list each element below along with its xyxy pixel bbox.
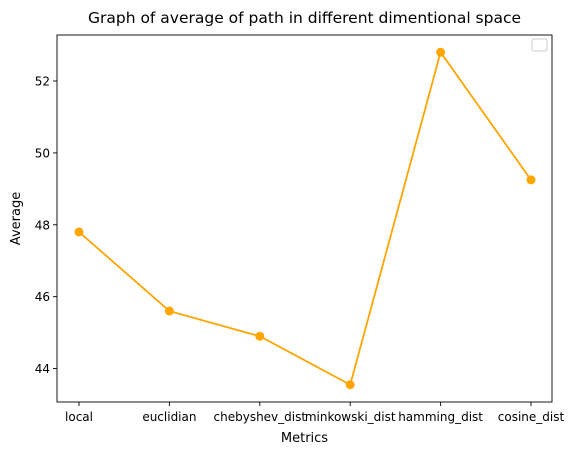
y-tick-label: 52 — [35, 75, 50, 89]
y-axis-label: Average — [9, 192, 24, 245]
chart-title: Graph of average of path in different di… — [88, 9, 521, 27]
x-tick-label: cosine_dist — [498, 410, 565, 424]
x-tick-label: chebyshev_dist — [214, 410, 307, 424]
series-layer — [74, 47, 536, 390]
y-axis-ticks: 44 46 48 50 52 — [35, 75, 57, 376]
data-point — [164, 306, 174, 316]
data-point — [74, 227, 84, 237]
x-axis-ticks: local euclidian chebyshev_distminkowski_di… — [65, 402, 565, 424]
x-tick-label: hamming_dist — [398, 410, 483, 424]
legend-box — [531, 38, 548, 52]
x-axis-label: Metrics — [281, 431, 328, 446]
y-tick-label: 48 — [35, 218, 50, 232]
y-tick-label: 46 — [35, 290, 50, 304]
data-point — [255, 331, 265, 341]
x-tick-label: local — [65, 410, 93, 424]
data-point — [526, 175, 536, 185]
plot-area-frame — [56, 34, 553, 403]
y-tick-label: 50 — [35, 146, 50, 160]
data-point — [345, 380, 355, 390]
series-line — [78, 50, 532, 387]
y-tick-label: 44 — [35, 362, 50, 376]
x-tick-label: euclidian — [142, 410, 196, 424]
x-tick-label: minkowski_dist — [305, 410, 396, 424]
data-point — [436, 47, 446, 57]
